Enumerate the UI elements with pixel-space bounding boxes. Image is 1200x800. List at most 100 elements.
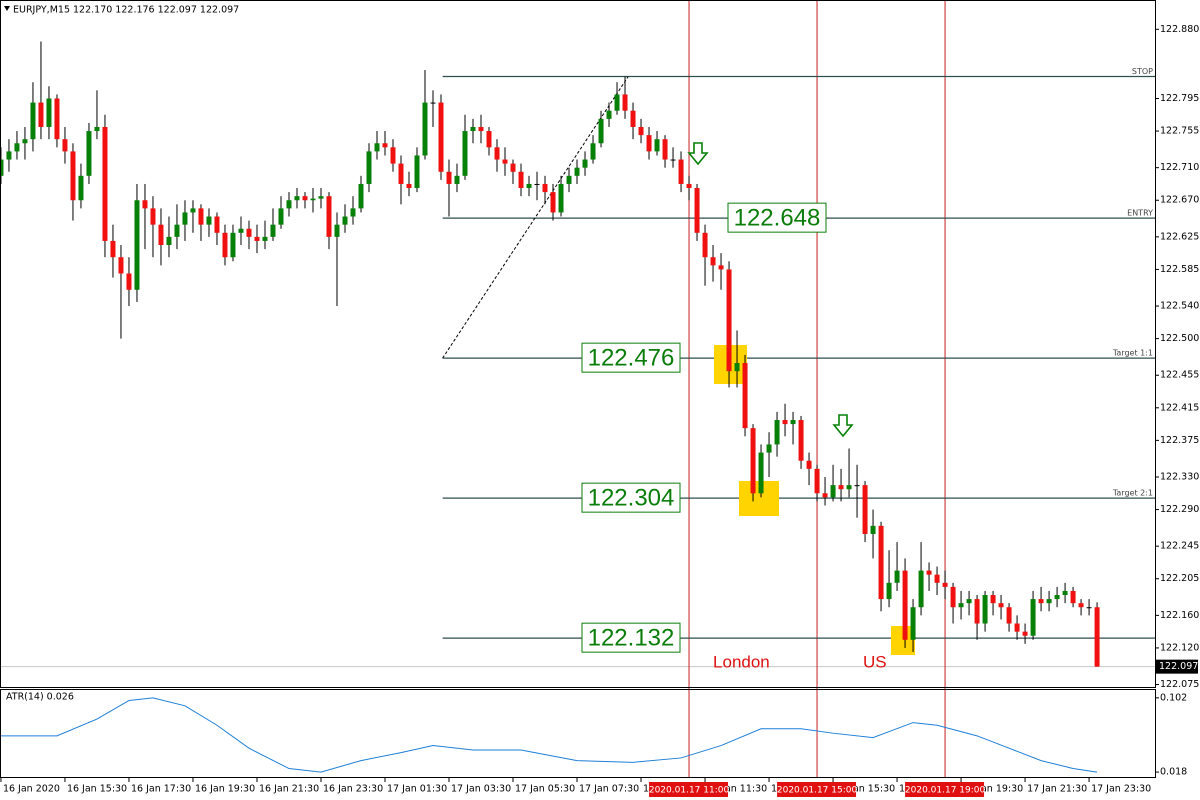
candle-body [966,599,972,604]
y-tick-label: 122.160 [1160,610,1199,621]
candle-body [726,269,732,372]
x-tick-label: 17 Jan 23:30 [1091,784,1151,795]
candle-body [814,468,820,494]
candle-body [198,208,204,225]
candle-body [1062,590,1068,596]
indicator-frame [0,689,1156,778]
candle-body [1086,607,1092,609]
y-tick-label: 122.755 [1160,126,1199,137]
candle-body [502,159,508,164]
candle-body [606,110,612,119]
level-price-box [581,622,681,653]
y-tick-label: 122.795 [1160,93,1199,104]
candle-body [798,420,804,461]
level-name: Target 1:1 [1112,349,1153,358]
y-tick-label: 122.375 [1160,435,1199,446]
candle-body [1070,590,1076,604]
candle-body [430,102,436,104]
candle-body [70,151,76,201]
y-tick-label: 122.540 [1160,301,1199,312]
candle-body [142,200,148,209]
candle-body [630,110,636,127]
candle-body [998,603,1004,608]
candle-body [590,143,596,160]
candle-body [398,163,404,184]
candle-body [974,599,980,624]
candle-body [22,139,28,144]
candle-body [638,126,644,136]
y-tick-label: 122.625 [1160,231,1199,242]
last-price-box [1156,659,1198,674]
candle-body [374,143,380,152]
x-tick-label: 17 Jan 11:30 [707,784,767,795]
candle-body [934,574,940,583]
candle-body [822,493,828,498]
candle-body [366,151,372,184]
y-tick-label: 122.670 [1160,195,1199,206]
sell-arrow [832,414,854,438]
session-time-box [777,782,857,797]
candle-body [910,607,916,640]
x-tick-label: 17 Jan 03:30 [451,784,511,795]
candle-body [1038,599,1044,604]
candle-body [350,208,356,217]
x-tick-label: 16 Jan 17:30 [131,784,191,795]
candle-body [230,232,236,258]
y-tick-label: 122.290 [1160,504,1199,515]
candle-body [462,131,468,176]
y-tick-label: 122.245 [1160,541,1199,552]
candle-body [646,135,652,152]
y-tick-label: 122.415 [1160,402,1199,413]
last-price-label: 122.097 [1159,661,1198,672]
candle-body [270,224,276,237]
candle-body [854,485,860,487]
candle-body [334,224,340,237]
candle-body [174,224,180,237]
candle-body [958,603,964,608]
candle-body [38,102,44,127]
level-price-label: 122.648 [734,204,821,231]
session-time-box [649,782,729,797]
candle-body [662,139,668,160]
candle-body [790,420,796,425]
candle-body [54,98,60,140]
candle-body [918,570,924,608]
candle-body [94,126,100,132]
y-tick-label: 122.880 [1160,24,1199,35]
candle-body [1022,631,1028,636]
x-tick-label: 17 Jan 01:30 [387,784,447,795]
candle-body [1094,607,1100,667]
candle-body [830,485,836,498]
candle-body [294,196,300,201]
chart-header: EURJPY,M15 122.170 122.176 122.097 122.0… [13,5,239,16]
candle-body [382,143,388,148]
candle-body [718,265,724,270]
candle-body [326,196,332,237]
candle-body [310,198,316,201]
candle-body [262,236,268,241]
level-name: Target 2:1 [1112,489,1153,498]
candle-body [158,224,164,246]
session-time-label: 2020.01.17 15:00 [777,786,858,796]
candle-body [390,147,396,164]
candle-body [446,171,452,184]
candle-body [766,444,772,453]
candle-body [926,570,932,575]
menu-triangle [4,6,10,11]
candle-body [598,118,604,144]
candle-body [206,216,212,225]
candle-body [982,595,988,624]
candle-body [358,183,364,209]
candle-body [254,236,260,241]
candle-body [942,582,948,587]
candle-body [126,273,132,290]
sell-arrow [687,142,709,166]
y-tick-label: 122.205 [1160,573,1199,584]
x-tick-label: 16 Jan 19:30 [195,784,255,795]
candle-body [478,126,484,132]
candle-body [550,192,556,213]
candle-body [510,163,516,172]
candle-body [886,582,892,600]
level-name: ENTRY [1127,209,1153,218]
